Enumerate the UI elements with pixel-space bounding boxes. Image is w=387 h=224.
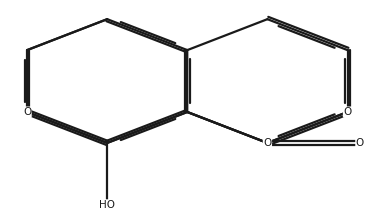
Text: O: O bbox=[263, 138, 272, 148]
Text: O: O bbox=[343, 107, 352, 117]
Text: O: O bbox=[23, 107, 31, 117]
Text: HO: HO bbox=[99, 200, 115, 210]
Text: O: O bbox=[356, 138, 364, 148]
